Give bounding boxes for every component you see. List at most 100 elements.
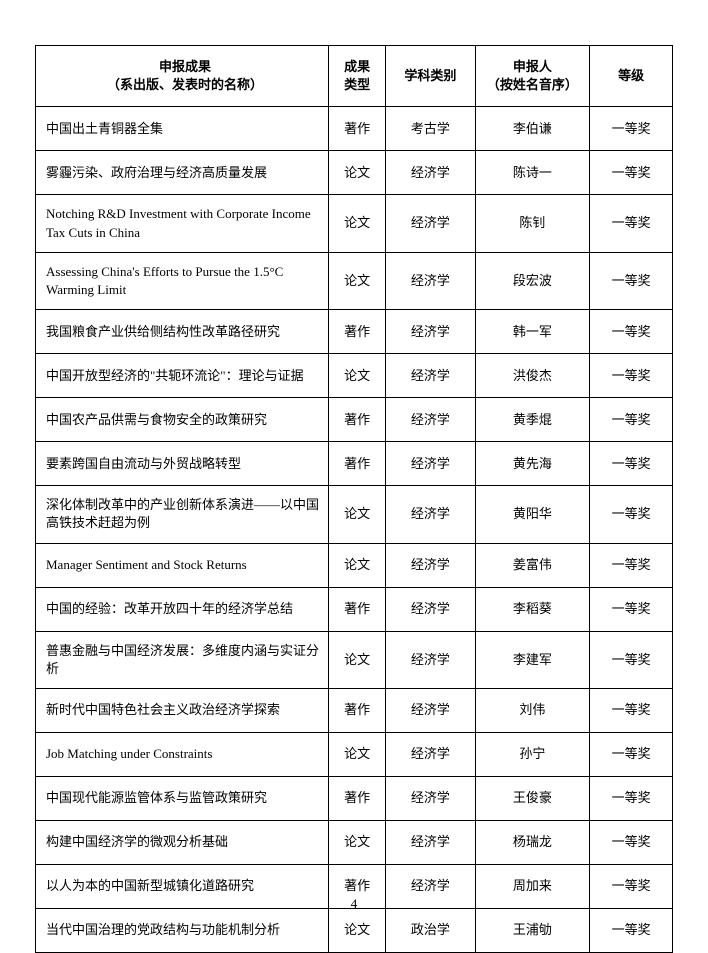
header-person: 申报人 （按姓名音序） xyxy=(475,46,590,107)
cell-title: 中国的经验：改革开放四十年的经济学总结 xyxy=(36,587,329,631)
table-row: Assessing China's Efforts to Pursue the … xyxy=(36,252,673,309)
cell-title: Manager Sentiment and Stock Returns xyxy=(36,543,329,587)
table-row: 中国农产品供需与食物安全的政策研究著作经济学黄季焜一等奖 xyxy=(36,398,673,442)
cell-title: 当代中国治理的党政结构与功能机制分析 xyxy=(36,908,329,952)
cell-title: 中国出土青铜器全集 xyxy=(36,107,329,151)
cell-title: Assessing China's Efforts to Pursue the … xyxy=(36,252,329,309)
cell-type: 论文 xyxy=(329,820,386,864)
cell-grade: 一等奖 xyxy=(590,252,673,309)
cell-subject: 经济学 xyxy=(386,631,475,688)
cell-grade: 一等奖 xyxy=(590,543,673,587)
cell-subject: 经济学 xyxy=(386,820,475,864)
cell-grade: 一等奖 xyxy=(590,354,673,398)
cell-type: 著作 xyxy=(329,587,386,631)
cell-subject: 经济学 xyxy=(386,252,475,309)
cell-person: 王俊豪 xyxy=(475,776,590,820)
cell-subject: 经济学 xyxy=(386,543,475,587)
cell-subject: 经济学 xyxy=(386,151,475,195)
header-type-line1: 成果 xyxy=(333,58,381,76)
cell-grade: 一等奖 xyxy=(590,442,673,486)
header-person-line1: 申报人 xyxy=(480,58,586,76)
cell-title: 新时代中国特色社会主义政治经济学探索 xyxy=(36,688,329,732)
cell-type: 论文 xyxy=(329,543,386,587)
cell-type: 论文 xyxy=(329,151,386,195)
header-title-line2: （系出版、发表时的名称） xyxy=(46,76,324,94)
cell-title: 我国粮食产业供给侧结构性改革路径研究 xyxy=(36,310,329,354)
cell-title: 要素跨国自由流动与外贸战略转型 xyxy=(36,442,329,486)
cell-person: 李建军 xyxy=(475,631,590,688)
table-row: 中国现代能源监管体系与监管政策研究著作经济学王俊豪一等奖 xyxy=(36,776,673,820)
cell-person: 韩一军 xyxy=(475,310,590,354)
cell-grade: 一等奖 xyxy=(590,398,673,442)
cell-subject: 考古学 xyxy=(386,107,475,151)
results-table: 申报成果 （系出版、发表时的名称） 成果 类型 学科类别 申报人 （按姓名音序）… xyxy=(35,45,673,953)
cell-person: 孙宁 xyxy=(475,732,590,776)
cell-subject: 经济学 xyxy=(386,354,475,398)
cell-title: 构建中国经济学的微观分析基础 xyxy=(36,820,329,864)
cell-person: 刘伟 xyxy=(475,688,590,732)
cell-person: 黄季焜 xyxy=(475,398,590,442)
cell-person: 黄阳华 xyxy=(475,486,590,543)
cell-subject: 经济学 xyxy=(386,195,475,252)
table-row: Notching R&D Investment with Corporate I… xyxy=(36,195,673,252)
cell-type: 著作 xyxy=(329,688,386,732)
table-row: 中国的经验：改革开放四十年的经济学总结著作经济学李稻葵一等奖 xyxy=(36,587,673,631)
cell-person: 洪俊杰 xyxy=(475,354,590,398)
cell-person: 段宏波 xyxy=(475,252,590,309)
table-row: 普惠金融与中国经济发展：多维度内涵与实证分析论文经济学李建军一等奖 xyxy=(36,631,673,688)
cell-type: 论文 xyxy=(329,732,386,776)
cell-grade: 一等奖 xyxy=(590,908,673,952)
table-row: 深化体制改革中的产业创新体系演进——以中国高铁技术赶超为例论文经济学黄阳华一等奖 xyxy=(36,486,673,543)
header-subject: 学科类别 xyxy=(386,46,475,107)
cell-grade: 一等奖 xyxy=(590,688,673,732)
cell-title: Notching R&D Investment with Corporate I… xyxy=(36,195,329,252)
header-person-line2: （按姓名音序） xyxy=(480,76,586,94)
cell-person: 黄先海 xyxy=(475,442,590,486)
cell-title: Job Matching under Constraints xyxy=(36,732,329,776)
cell-title: 中国现代能源监管体系与监管政策研究 xyxy=(36,776,329,820)
table-row: 新时代中国特色社会主义政治经济学探索著作经济学刘伟一等奖 xyxy=(36,688,673,732)
table-body: 中国出土青铜器全集著作考古学李伯谦一等奖雾霾污染、政府治理与经济高质量发展论文经… xyxy=(36,107,673,953)
cell-title: 中国开放型经济的"共轭环流论"：理论与证据 xyxy=(36,354,329,398)
table-row: 要素跨国自由流动与外贸战略转型著作经济学黄先海一等奖 xyxy=(36,442,673,486)
cell-type: 著作 xyxy=(329,776,386,820)
table-row: 我国粮食产业供给侧结构性改革路径研究著作经济学韩一军一等奖 xyxy=(36,310,673,354)
cell-subject: 经济学 xyxy=(386,442,475,486)
cell-type: 论文 xyxy=(329,354,386,398)
cell-type: 著作 xyxy=(329,107,386,151)
cell-title: 普惠金融与中国经济发展：多维度内涵与实证分析 xyxy=(36,631,329,688)
cell-type: 论文 xyxy=(329,631,386,688)
cell-person: 陈钊 xyxy=(475,195,590,252)
cell-grade: 一等奖 xyxy=(590,776,673,820)
cell-person: 王浦劬 xyxy=(475,908,590,952)
cell-type: 论文 xyxy=(329,486,386,543)
cell-subject: 经济学 xyxy=(386,587,475,631)
header-title-line1: 申报成果 xyxy=(46,58,324,76)
table-row: 当代中国治理的党政结构与功能机制分析论文政治学王浦劬一等奖 xyxy=(36,908,673,952)
cell-grade: 一等奖 xyxy=(590,486,673,543)
cell-type: 著作 xyxy=(329,310,386,354)
cell-grade: 一等奖 xyxy=(590,107,673,151)
header-grade: 等级 xyxy=(590,46,673,107)
cell-grade: 一等奖 xyxy=(590,195,673,252)
cell-subject: 经济学 xyxy=(386,486,475,543)
table-header-row: 申报成果 （系出版、发表时的名称） 成果 类型 学科类别 申报人 （按姓名音序）… xyxy=(36,46,673,107)
cell-title: 雾霾污染、政府治理与经济高质量发展 xyxy=(36,151,329,195)
header-type: 成果 类型 xyxy=(329,46,386,107)
cell-type: 著作 xyxy=(329,442,386,486)
cell-grade: 一等奖 xyxy=(590,631,673,688)
cell-person: 陈诗一 xyxy=(475,151,590,195)
table-row: Manager Sentiment and Stock Returns论文经济学… xyxy=(36,543,673,587)
header-title: 申报成果 （系出版、发表时的名称） xyxy=(36,46,329,107)
table-row: Job Matching under Constraints论文经济学孙宁一等奖 xyxy=(36,732,673,776)
cell-subject: 经济学 xyxy=(386,310,475,354)
cell-subject: 经济学 xyxy=(386,398,475,442)
cell-type: 论文 xyxy=(329,252,386,309)
cell-subject: 经济学 xyxy=(386,776,475,820)
cell-person: 李稻葵 xyxy=(475,587,590,631)
cell-subject: 经济学 xyxy=(386,688,475,732)
cell-grade: 一等奖 xyxy=(590,310,673,354)
cell-title: 深化体制改革中的产业创新体系演进——以中国高铁技术赶超为例 xyxy=(36,486,329,543)
table-row: 中国开放型经济的"共轭环流论"：理论与证据论文经济学洪俊杰一等奖 xyxy=(36,354,673,398)
cell-subject: 政治学 xyxy=(386,908,475,952)
